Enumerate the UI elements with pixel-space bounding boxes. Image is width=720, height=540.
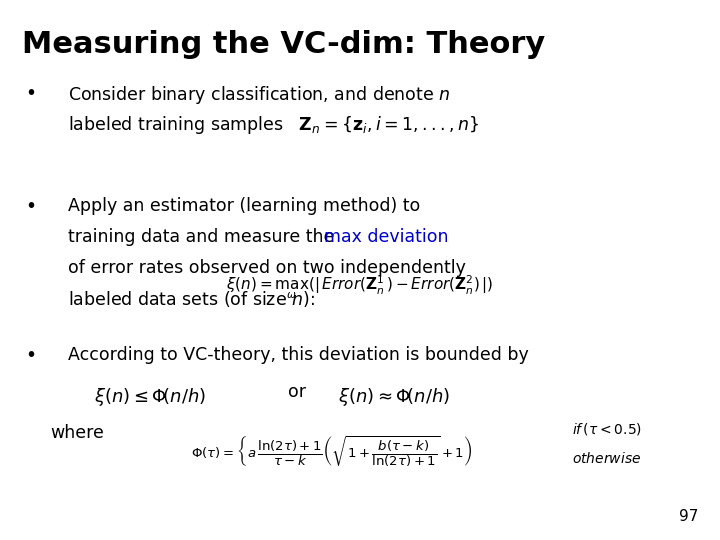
Text: $\xi(n) = \max_{\omega}(|\, \mathit{Error}(\mathbf{Z}^1_n) - \mathit{Error}(\mat: $\xi(n) = \max_{\omega}(|\, \mathit{Erro… bbox=[226, 273, 494, 301]
Text: or: or bbox=[288, 383, 306, 401]
Text: According to VC-theory, this deviation is bounded by: According to VC-theory, this deviation i… bbox=[68, 346, 529, 363]
Text: labeled training samples   $\mathbf{Z}_n = \{\mathbf{z}_i, i=1,...,n\}$: labeled training samples $\mathbf{Z}_n =… bbox=[68, 114, 480, 137]
Text: $\xi(n) \leq \Phi\!\left(n/h\right)$: $\xi(n) \leq \Phi\!\left(n/h\right)$ bbox=[94, 386, 206, 408]
Text: training data and measure the: training data and measure the bbox=[68, 228, 341, 246]
Text: labeled data sets (of size $n$):: labeled data sets (of size $n$): bbox=[68, 289, 315, 309]
Text: $\Phi(\tau) = \left\{ a\,\dfrac{\ln(2\tau)+1}{\tau - k}\left(\sqrt{1 + \dfrac{b(: $\Phi(\tau) = \left\{ a\,\dfrac{\ln(2\ta… bbox=[191, 435, 472, 470]
Text: $\xi(n) \approx \Phi\!\left(n/h\right)$: $\xi(n) \approx \Phi\!\left(n/h\right)$ bbox=[338, 386, 451, 408]
Text: where: where bbox=[50, 424, 104, 442]
Text: of error rates observed on two independently: of error rates observed on two independe… bbox=[68, 259, 467, 276]
Text: $\mathit{if}\,(\tau < 0.5)$: $\mathit{if}\,(\tau < 0.5)$ bbox=[572, 421, 642, 437]
Text: 97: 97 bbox=[679, 509, 698, 524]
Text: max deviation: max deviation bbox=[324, 228, 449, 246]
Text: Measuring the VC-dim: Theory: Measuring the VC-dim: Theory bbox=[22, 30, 545, 59]
Text: Consider binary classification, and denote $n$: Consider binary classification, and deno… bbox=[68, 84, 451, 106]
Text: •: • bbox=[25, 197, 36, 216]
Text: •: • bbox=[25, 84, 36, 103]
Text: Apply an estimator (learning method) to: Apply an estimator (learning method) to bbox=[68, 197, 420, 215]
Text: •: • bbox=[25, 346, 36, 365]
Text: $\mathit{otherwise}$: $\mathit{otherwise}$ bbox=[572, 451, 642, 466]
